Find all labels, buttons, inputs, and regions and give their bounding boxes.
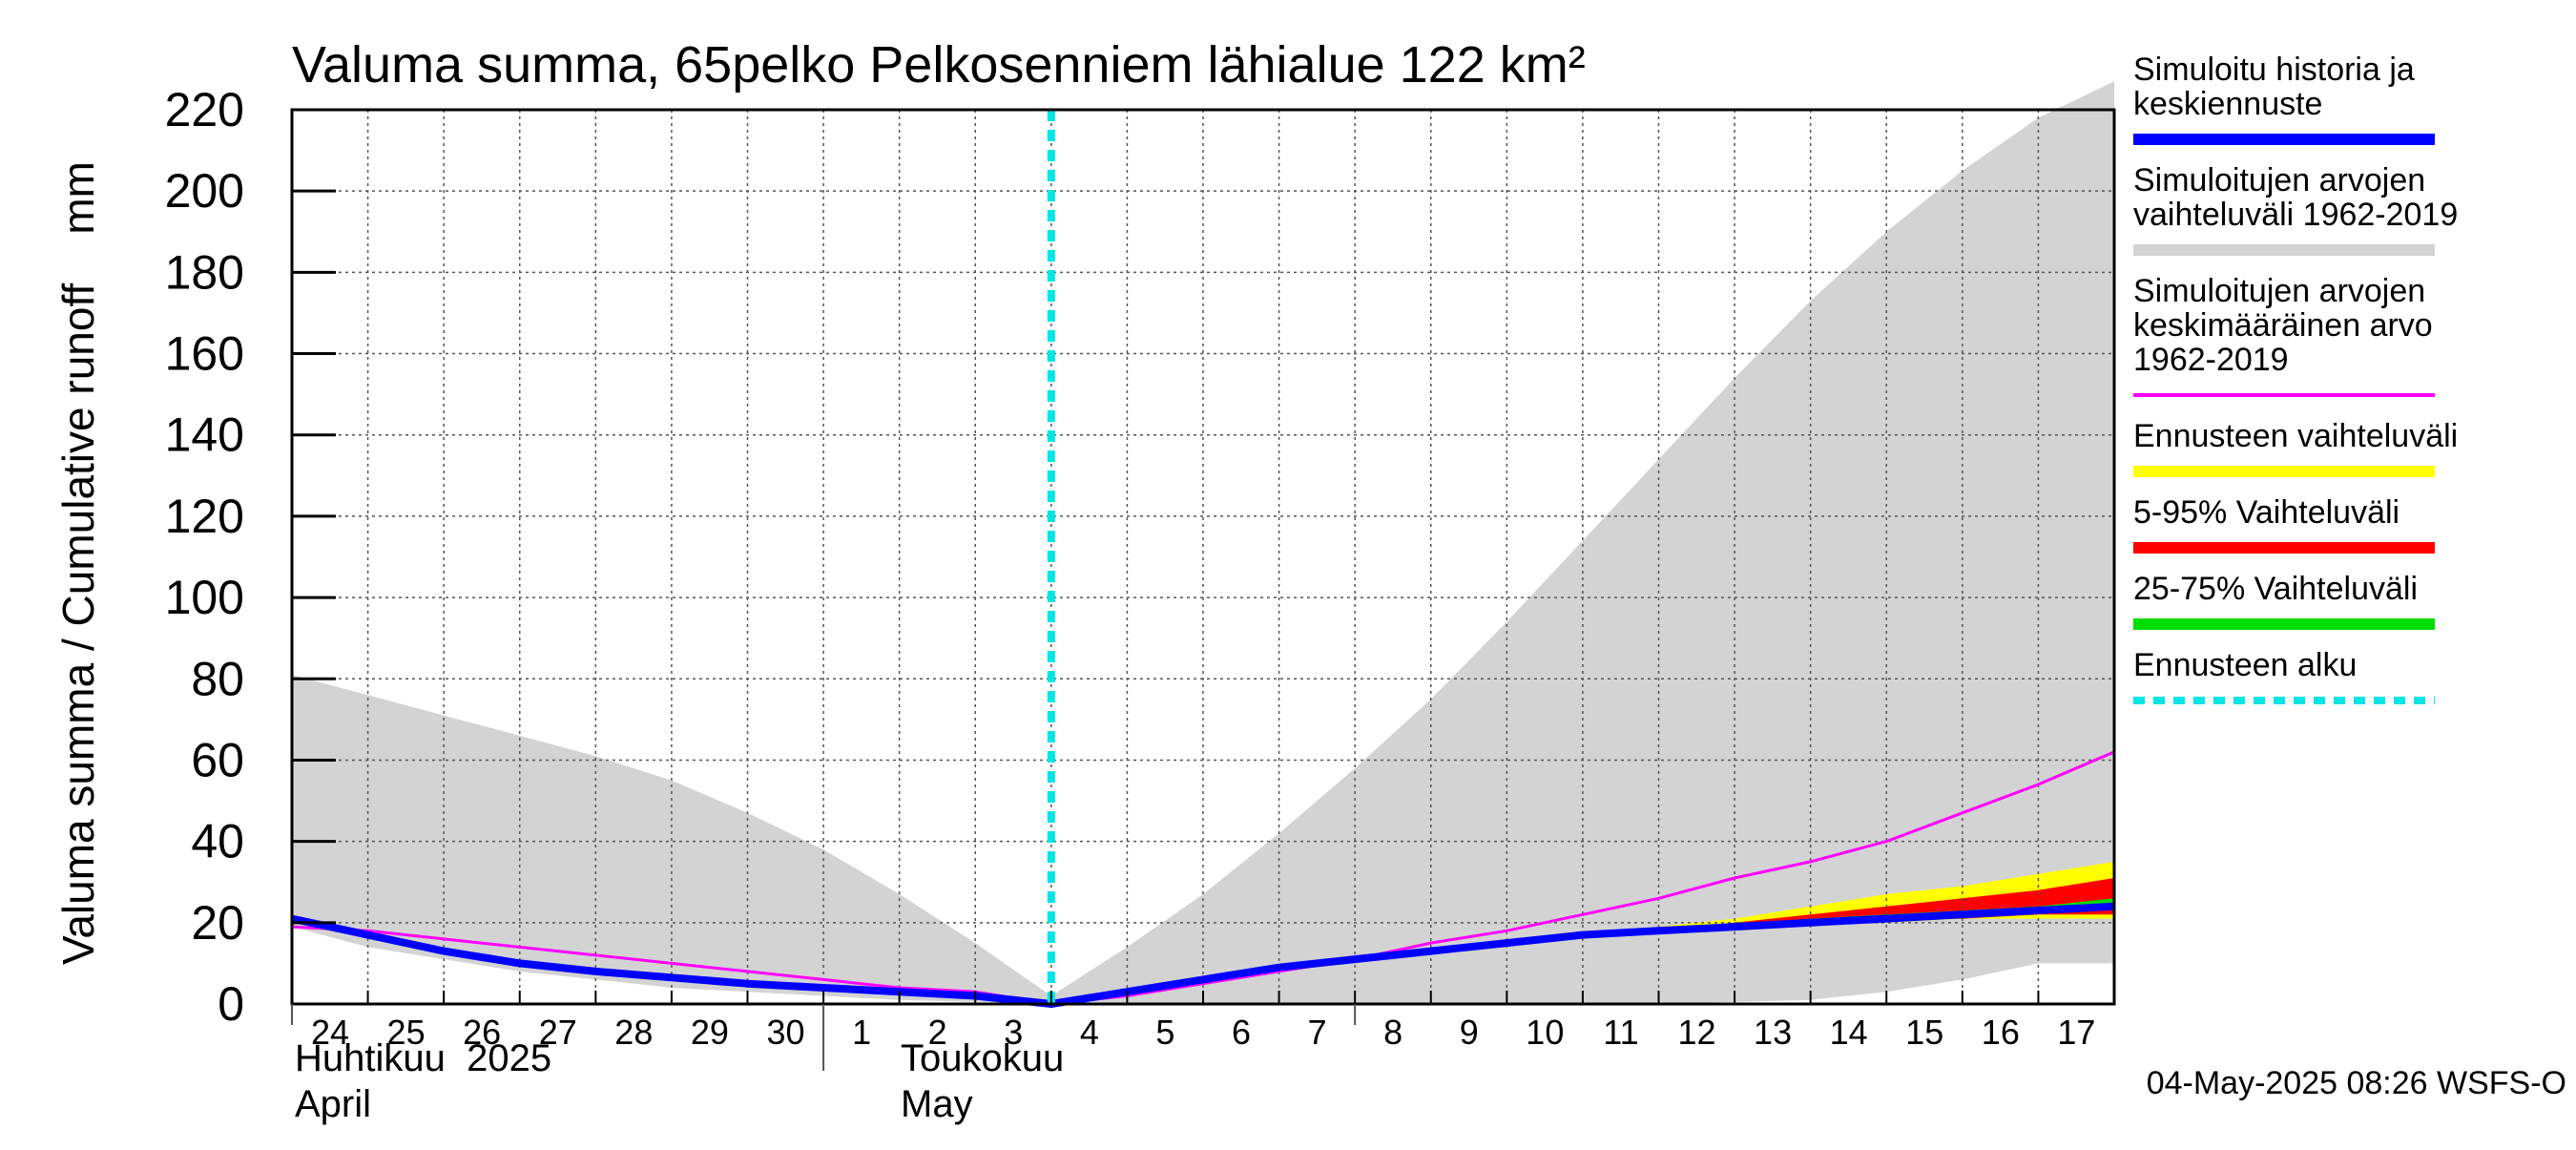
y-tick-label-40: 40 (191, 815, 244, 868)
x-tick-label-12: 12 (1677, 1013, 1715, 1052)
footer-timestamp: 04-May-2025 08:26 WSFS-O (2147, 1065, 2566, 1101)
line-simuloitu-historia-ja-keskiennuste (291, 902, 2115, 1008)
y-tick-label-0: 0 (218, 977, 244, 1031)
month-label-may-en: May (901, 1083, 973, 1125)
x-tick-label-24: 24 (311, 1013, 349, 1052)
x-tick-label-25: 25 (387, 1013, 426, 1052)
legend-item-25-75-vaihteluv-li: 25-75% Vaihteluväli (2133, 571, 2435, 630)
x-tick-label-9: 9 (1460, 1013, 1479, 1052)
x-tick-label-1: 1 (852, 1013, 871, 1052)
x-tick-label-5: 5 (1155, 1013, 1174, 1052)
x-axis: 24 25 26 27 28 29 30 1 2 3 4 5 6 7 8 9 10 11 12 13 14 15 16 17 (291, 991, 2115, 1071)
x-tick-label-26: 26 (463, 1013, 501, 1052)
line-simuloitujen-arvojen-keskim-r-inen-arvo-1962-2019 (291, 750, 2115, 1006)
x-tick-label-3: 3 (1004, 1013, 1023, 1052)
y-tick-label-60: 60 (191, 733, 244, 786)
x-tick-label-6: 6 (1232, 1013, 1251, 1052)
y-tick-label-120: 120 (165, 490, 244, 543)
x-tick-label-17: 17 (2057, 1013, 2095, 1052)
y-tick-label-20: 20 (191, 896, 244, 950)
x-tick-label-27: 27 (539, 1013, 577, 1052)
month-label-april: Huhtikuu 2025 April (295, 1037, 551, 1125)
x-tick-label-10: 10 (1526, 1013, 1564, 1052)
legend-item-ennusteen-alku: Ennusteen alku (2133, 647, 2435, 704)
x-tick-label-13: 13 (1754, 1013, 1792, 1052)
y-axis-label: Valuma summa / Cumulative runoff mm (53, 161, 103, 965)
chart-title: Valuma summa, 65pelko Pelkosenniem lähia… (292, 36, 1586, 94)
legend-label-line: Simuloitu historia ja (2133, 52, 2415, 88)
y-tick-label-80: 80 (191, 652, 244, 705)
month-label-may: Toukokuu May (901, 1037, 1064, 1125)
legend-label-line: keskimääräinen arvo (2133, 307, 2433, 344)
month-label-april-fi: Huhtikuu 2025 (295, 1037, 551, 1079)
legend-label-line: keskiennuste (2133, 86, 2322, 122)
y-axis: 0 20 40 60 80 100 120 140 160 180 200 220 (165, 83, 336, 1031)
x-tick-label-4: 4 (1080, 1013, 1099, 1052)
y-tick-label-160: 160 (165, 327, 244, 381)
legend-label-line: 1962-2019 (2133, 342, 2289, 378)
legend-label-line: Simuloitujen arvojen (2133, 162, 2425, 199)
x-tick-label-2: 2 (928, 1013, 947, 1052)
month-label-may-fi: Toukokuu (901, 1037, 1064, 1079)
x-tick-label-7: 7 (1308, 1013, 1327, 1052)
legend-label-line: Simuloitujen arvojen (2133, 273, 2425, 309)
y-tick-label-200: 200 (165, 164, 244, 218)
legend-label-line: vaihteluväli 1962-2019 (2133, 197, 2458, 233)
legend-item-ennusteen-vaihteluv-li: Ennusteen vaihteluväli (2133, 418, 2458, 477)
legend-label-line: Ennusteen vaihteluväli (2133, 418, 2458, 454)
legend-label-line: Ennusteen alku (2133, 647, 2357, 683)
y-tick-label-140: 140 (165, 408, 244, 462)
x-tick-label-8: 8 (1383, 1013, 1402, 1052)
month-label-april-en: April (295, 1083, 371, 1125)
legend-label-line: 5-95% Vaihteluväli (2133, 494, 2399, 531)
x-tick-label-15: 15 (1905, 1013, 1943, 1052)
y-tick-label-220: 220 (165, 83, 244, 136)
x-tick-label-29: 29 (691, 1013, 729, 1052)
y-tick-label-180: 180 (165, 245, 244, 299)
legend: Simuloitu historia jakeskiennusteSimuloi… (2133, 52, 2458, 704)
y-tick-label-100: 100 (165, 571, 244, 624)
x-tick-label-28: 28 (614, 1013, 653, 1052)
legend-item-5-95-vaihteluv-li: 5-95% Vaihteluväli (2133, 494, 2435, 554)
line-layer (291, 110, 2115, 1008)
legend-label-line: 25-75% Vaihteluväli (2133, 571, 2418, 607)
x-tick-label-11: 11 (1603, 1013, 1638, 1052)
x-tick-label-30: 30 (766, 1013, 804, 1052)
x-tick-label-16: 16 (1982, 1013, 2020, 1052)
x-tick-label-14: 14 (1830, 1013, 1868, 1052)
